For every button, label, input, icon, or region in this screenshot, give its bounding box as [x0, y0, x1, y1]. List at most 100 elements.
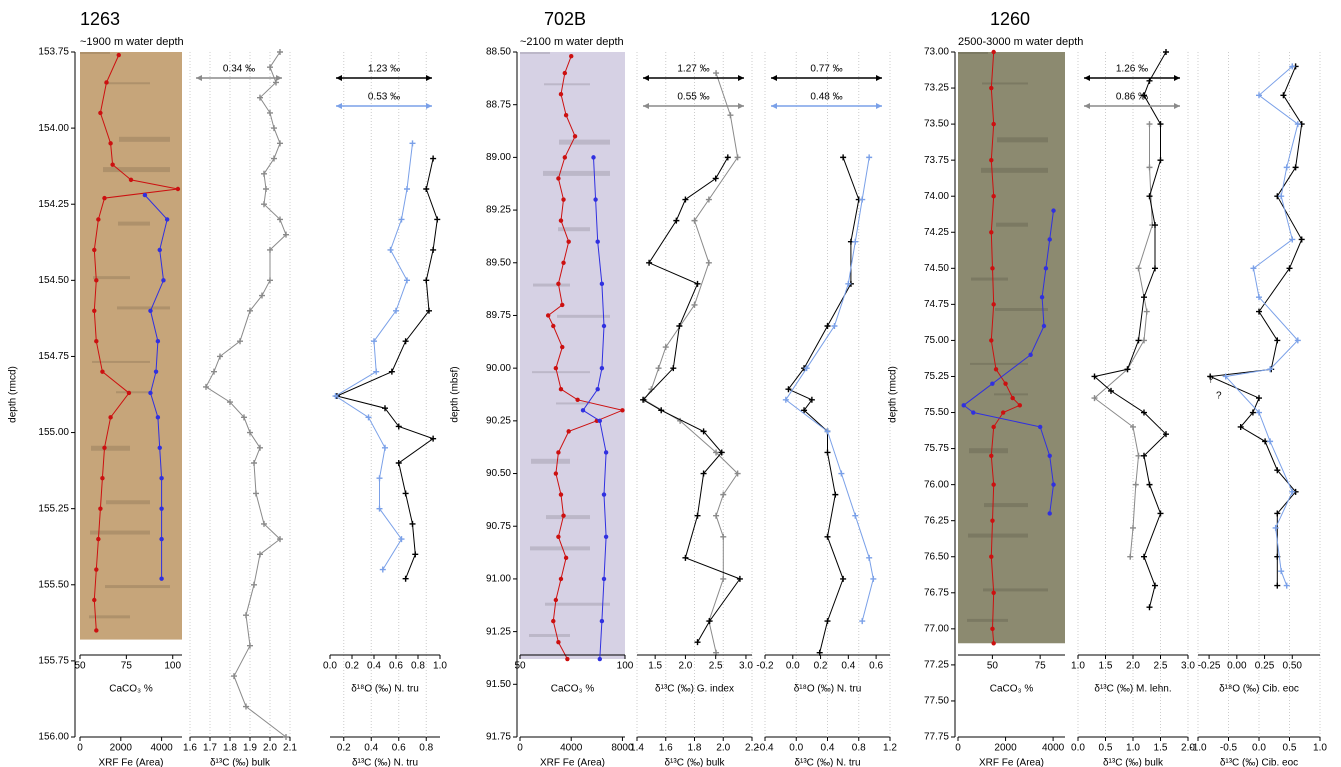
x-tick-label: 0	[955, 743, 961, 754]
data-point	[412, 551, 419, 558]
data-point	[1298, 236, 1305, 243]
y-tick-label: 89.50	[486, 257, 511, 268]
x-tick-label: 50	[74, 661, 86, 672]
core-texture	[117, 306, 170, 310]
data-point	[1157, 510, 1164, 517]
data-point	[251, 460, 257, 466]
y-tick-label: 77.25	[924, 660, 949, 671]
data-point	[580, 408, 586, 413]
data-point	[247, 642, 253, 649]
x-tick-label: 0	[77, 743, 83, 754]
y-tick-label: 77.00	[924, 623, 949, 634]
data-point	[670, 365, 677, 372]
data-point	[231, 673, 237, 680]
x-axis-label: δ¹³C (‰) Cib. eoc	[1220, 758, 1298, 767]
data-point	[263, 186, 269, 192]
x-tick-label: 3.0	[739, 661, 753, 672]
data-point	[148, 308, 153, 313]
annotation: 0.55 ‰	[677, 92, 709, 103]
core-texture	[546, 515, 590, 520]
core-texture	[545, 602, 610, 606]
data-point	[561, 260, 566, 265]
data-point	[989, 157, 994, 163]
data-point	[261, 201, 267, 208]
data-point	[267, 64, 273, 71]
data-point	[1000, 410, 1006, 415]
y-tick-label: 91.00	[486, 574, 511, 585]
data-point	[283, 231, 289, 238]
x-tick-label: 0.0	[786, 661, 800, 672]
data-point	[155, 415, 161, 420]
y-tick-label: 155.75	[38, 656, 69, 667]
data-point	[257, 551, 263, 558]
x-tick-label: 2.0	[263, 743, 277, 754]
annotation: 0.77 ‰	[810, 64, 842, 75]
data-point	[1146, 193, 1153, 200]
x-tick-label: 1.0	[1071, 661, 1085, 672]
data-point	[157, 445, 162, 450]
data-point	[1256, 308, 1262, 315]
data-point	[237, 338, 243, 345]
y-tick-label: 76.50	[924, 551, 949, 562]
data-point	[373, 368, 380, 375]
core-texture	[558, 227, 590, 232]
x-tick-label: 2.2	[745, 743, 759, 754]
x-tick-label: 0.5	[1099, 743, 1113, 754]
y-tick-label: 156.00	[38, 732, 69, 743]
data-point	[803, 365, 810, 372]
data-point	[1222, 373, 1229, 380]
core-texture	[89, 615, 130, 619]
x-tick-label: 75	[1035, 661, 1047, 672]
data-point	[561, 197, 566, 202]
data-point	[102, 195, 107, 201]
data-point	[1280, 92, 1287, 99]
annotation: 0.86 ‰	[1116, 92, 1148, 103]
y-axis-label: depth (rmcd)	[888, 366, 899, 423]
data-point	[990, 381, 995, 386]
data-point	[1010, 395, 1015, 401]
data-point	[259, 292, 265, 299]
data-point	[824, 428, 831, 435]
data-point	[1146, 121, 1153, 128]
series-line	[144, 194, 168, 579]
data-point	[560, 344, 565, 350]
y-tick-label: 154.50	[38, 275, 69, 286]
y-tick-label: 89.75	[486, 310, 511, 321]
data-point	[991, 424, 996, 430]
y-tick-label: 76.00	[924, 479, 949, 490]
x-tick-label: 0.2	[337, 743, 351, 754]
annotation: ?	[1216, 391, 1222, 402]
data-point	[100, 476, 105, 481]
core-texture	[105, 585, 170, 589]
data-point	[388, 368, 395, 375]
data-point	[1047, 237, 1052, 242]
data-point	[1132, 481, 1139, 488]
data-point	[277, 49, 283, 55]
data-point	[845, 280, 852, 287]
data-point	[866, 154, 873, 161]
data-point	[430, 435, 437, 442]
core-texture	[557, 314, 610, 318]
y-tick-label: 77.75	[924, 732, 949, 743]
data-point	[203, 383, 209, 390]
data-point	[989, 230, 994, 235]
data-point	[558, 91, 564, 97]
data-point	[387, 246, 394, 253]
data-point	[261, 170, 267, 177]
data-point	[159, 476, 164, 481]
data-point	[852, 238, 859, 245]
x-tick-label: 1.8	[688, 743, 702, 754]
data-point	[1003, 381, 1008, 386]
data-point	[1283, 582, 1290, 589]
data-point	[545, 313, 551, 318]
data-point	[601, 323, 607, 329]
data-point	[556, 534, 561, 539]
data-point	[673, 217, 680, 224]
data-point	[395, 423, 402, 430]
core-texture	[996, 222, 1028, 227]
data-point	[251, 581, 257, 588]
data-point	[1289, 488, 1296, 495]
data-point	[556, 639, 561, 645]
x-tick-label: 3.0	[1181, 661, 1195, 672]
data-point	[148, 390, 153, 396]
